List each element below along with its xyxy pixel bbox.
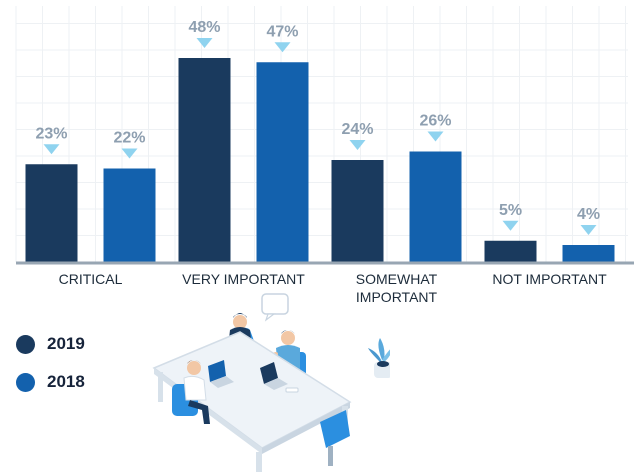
value-marker-icon — [427, 131, 444, 142]
category-label-1: VERY IMPORTANT — [182, 271, 305, 287]
bar-2019-1 — [178, 58, 231, 262]
bar-2019-0 — [25, 164, 78, 262]
value-marker-icon — [580, 225, 597, 235]
value-marker-icon — [502, 220, 519, 231]
data-label-2019-3: 5% — [499, 202, 522, 219]
data-label-2018-0: 22% — [113, 130, 145, 147]
data-label-2018-3: 4% — [577, 206, 600, 223]
legend-item-2018: 2018 — [16, 372, 85, 392]
legend-swatch-2019 — [16, 334, 35, 354]
data-label-2019-1: 48% — [188, 19, 220, 36]
bar-2018-0 — [103, 168, 156, 262]
category-label-2: SOMEWHAT IMPORTANT — [356, 271, 438, 305]
bar-2018-3 — [562, 245, 615, 262]
bar-chart: 23% 22% 48% 47% 24% 26% 5% 4% CRITICAL VERY IMPO… — [15, 6, 634, 305]
legend-label-2018: 2018 — [47, 372, 85, 391]
data-label-2018-1: 47% — [266, 23, 298, 40]
chart-markers — [43, 38, 597, 235]
chart-bars — [25, 58, 615, 262]
value-marker-icon — [196, 38, 213, 48]
bar-2018-2 — [409, 151, 462, 262]
bar-2019-2 — [331, 160, 384, 262]
chart-legend: 2019 2018 — [16, 334, 85, 410]
bar-2018-1 — [256, 62, 309, 262]
value-marker-icon — [349, 140, 366, 150]
plant-icon — [368, 338, 390, 378]
chart-category-labels: CRITICAL VERY IMPORTANT SOMEWHAT IMPORTANT N… — [59, 271, 608, 305]
data-label-2019-0: 23% — [35, 125, 67, 142]
office-team-meeting-icon — [152, 293, 390, 472]
legend-item-2019: 2019 — [16, 334, 85, 354]
data-label-2019-2: 24% — [341, 121, 373, 138]
value-marker-icon — [43, 144, 60, 155]
bar-2019-3 — [484, 240, 537, 262]
category-label-0: CRITICAL — [59, 271, 123, 287]
data-label-2018-2: 26% — [419, 113, 451, 130]
chart-data-labels: 23% 22% 48% 47% 24% 26% 5% 4% — [35, 19, 600, 223]
legend-label-2019: 2019 — [47, 334, 85, 353]
category-label-3: NOT IMPORTANT — [492, 271, 607, 287]
value-marker-icon — [121, 148, 138, 159]
legend-swatch-2018 — [16, 372, 35, 392]
speech-bubble-icon — [261, 293, 289, 322]
value-marker-icon — [274, 42, 291, 53]
